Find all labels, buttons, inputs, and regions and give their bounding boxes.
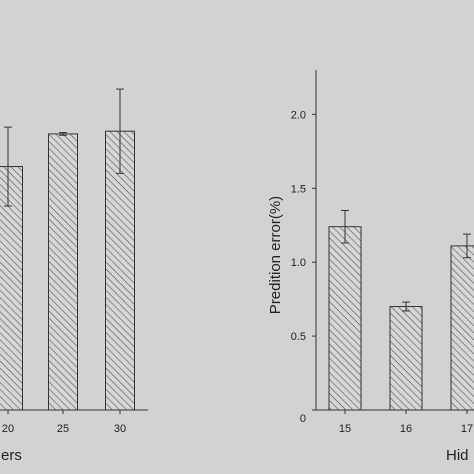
left-bar-30 (105, 130, 135, 411)
right-y-tick-label: 2.0 (291, 109, 306, 121)
right-error-bar-17 (463, 233, 471, 259)
left-bar-25 (48, 133, 78, 411)
left-x-tick-label: 30 (114, 423, 126, 435)
right-bar-15 (328, 226, 362, 411)
left-error-bar-25 (59, 132, 67, 136)
left-error-bar-20 (4, 126, 12, 207)
right-y-tick-label: 0 (300, 413, 306, 425)
left-x-axis-label: ers (1, 447, 22, 464)
left-x-tick-label: 25 (57, 423, 69, 435)
left-x-tick-label: 20 (2, 423, 14, 435)
left-error-bar-30 (116, 88, 124, 174)
right-error-bars-group (341, 209, 471, 312)
right-y-tick-label: 1.5 (291, 183, 306, 195)
right-x-axis-label: Hid (446, 447, 469, 464)
right-y-tick-label: 1.0 (291, 257, 306, 269)
right-y-ticks-group: 0 0.5 1.0 1.5 2.0 (291, 109, 316, 425)
right-error-bar-16 (402, 301, 410, 312)
right-bar-16 (389, 306, 423, 411)
left-error-bars-group (4, 88, 124, 207)
right-x-tick-label: 16 (400, 423, 412, 435)
right-error-bar-15 (341, 209, 349, 244)
left-bar-20 (0, 166, 23, 411)
right-x-tick-label: 17 (461, 423, 473, 435)
left-chart-panel: 20 25 30 ers (0, 88, 148, 464)
right-bar-17 (450, 245, 474, 411)
right-y-tick-label: 0.5 (291, 331, 306, 343)
left-x-ticks-group: 20 25 30 (2, 410, 126, 435)
right-bars-group (328, 226, 474, 411)
right-chart-panel: 00.51.01.52.0 15 16 17 Predition error(%) … (267, 70, 474, 464)
left-bars-group (0, 130, 135, 411)
right-x-ticks-group: 15 16 17 (339, 410, 473, 435)
right-y-axis-label: Predition error(%) (267, 196, 284, 314)
right-x-tick-label: 15 (339, 423, 351, 435)
